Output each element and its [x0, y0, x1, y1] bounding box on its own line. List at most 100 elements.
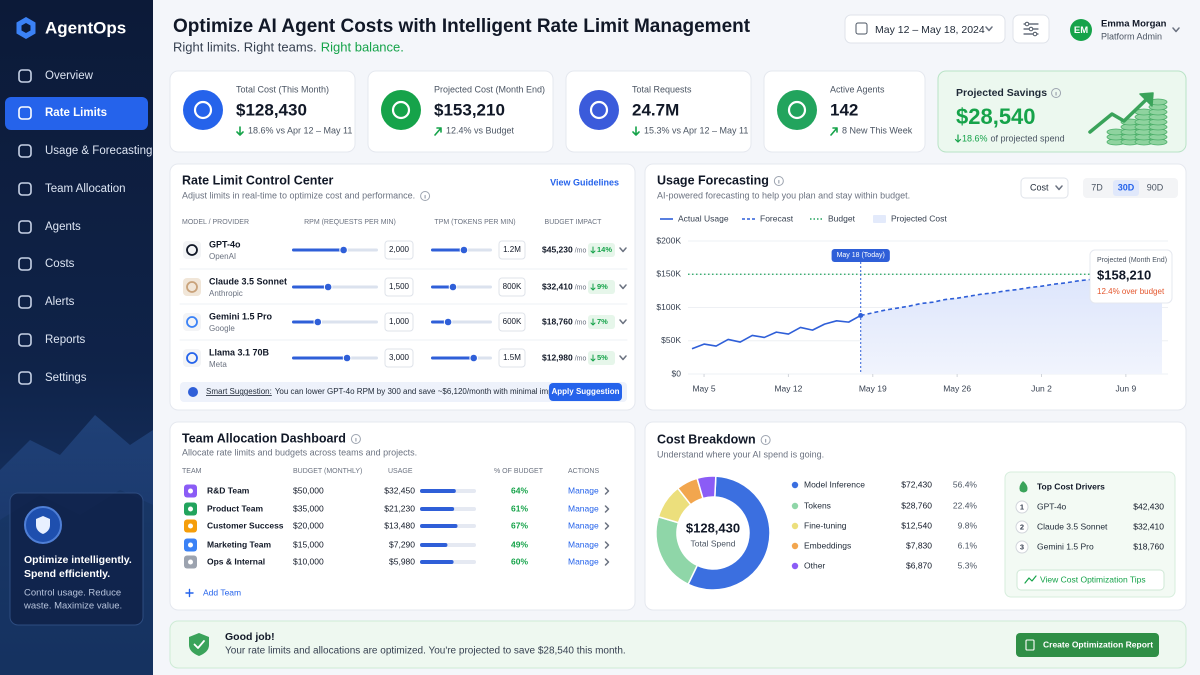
nav-item[interactable]: Alerts — [45, 296, 75, 308]
input-box[interactable] — [498, 312, 526, 332]
kpi-icon — [787, 100, 807, 120]
nav-icon — [18, 295, 32, 309]
nav-active — [5, 97, 148, 130]
input-box[interactable] — [384, 240, 414, 260]
icon — [1028, 26, 1034, 32]
team-icon — [188, 488, 193, 494]
chevron — [619, 355, 627, 361]
panel-subtitle: Adjust limits in real-time to optimize c… — [182, 190, 415, 200]
chevron — [619, 247, 627, 253]
team-name: R&D Team — [207, 485, 250, 495]
range-active — [1113, 180, 1139, 196]
legend-swatch — [873, 215, 886, 223]
manage-link[interactable]: Manage — [568, 503, 599, 513]
manage-link[interactable]: Manage — [568, 539, 599, 549]
legend-label: Budget — [828, 213, 856, 223]
input-box[interactable] — [384, 277, 414, 297]
banner-title: Good job! — [225, 631, 275, 643]
range-option[interactable]: 7D — [1091, 182, 1103, 192]
input-box[interactable] — [498, 348, 526, 368]
metric-label: Cost — [1030, 182, 1049, 192]
page-subtitle: Right limits. Right teams. — [173, 39, 317, 54]
impact-badge — [588, 243, 615, 257]
link[interactable]: View Guidelines — [550, 177, 619, 187]
trend-arrow — [830, 127, 838, 136]
nav-item[interactable]: Usage & Forecasting — [45, 145, 152, 157]
panel-title: Cost Breakdown — [657, 432, 756, 446]
legend-label: Actual Usage — [678, 213, 729, 223]
rpm-value: 1,500 — [389, 282, 410, 291]
nav-item[interactable]: Agents — [45, 221, 81, 233]
range-option[interactable]: 90D — [1147, 182, 1164, 192]
date-picker[interactable] — [844, 14, 1006, 44]
callout-value: $158,210 — [1097, 267, 1151, 282]
budget-impact: $45,230 — [542, 244, 573, 254]
input-box[interactable] — [498, 277, 526, 297]
chevron — [604, 487, 610, 495]
nav-item[interactable]: Rate Limits — [45, 107, 107, 119]
rpm-value: 1,000 — [389, 317, 410, 326]
nav-item[interactable]: Reports — [45, 334, 86, 346]
y-tick-label: $150K — [656, 269, 681, 279]
manage-link[interactable]: Manage — [568, 520, 599, 530]
icon — [1024, 21, 1030, 27]
impact-value: 14% — [597, 245, 612, 254]
team-pct: 64% — [511, 485, 528, 495]
rank-badge — [1015, 500, 1029, 514]
slider-fill — [431, 285, 453, 289]
drivers-icon — [1019, 481, 1028, 493]
legend-dot — [791, 562, 799, 570]
x-tick-label: May 26 — [943, 383, 971, 393]
model-name: Claude 3.5 Sonnet — [209, 276, 287, 286]
report-button[interactable] — [1016, 633, 1159, 657]
icon — [590, 246, 596, 254]
drivers-title: Top Cost Drivers — [1037, 481, 1105, 491]
chevron — [985, 26, 993, 32]
trend-arrow — [434, 127, 442, 136]
slider-knob — [459, 245, 469, 255]
chevron — [1055, 185, 1063, 191]
suggestion-bar — [180, 382, 627, 402]
budget-unit: /mo — [575, 319, 587, 326]
input-box[interactable] — [384, 348, 414, 368]
manage-link[interactable]: Manage — [568, 485, 599, 495]
donut-slice — [696, 475, 717, 500]
rank-badge — [1015, 540, 1029, 554]
callout — [1089, 249, 1173, 304]
kpi-change: 18.6% vs Apr 12 – May 11 — [248, 125, 352, 135]
avatar — [1070, 19, 1092, 41]
add-team[interactable]: Add Team — [203, 587, 241, 597]
model-name: Gemini 1.5 Pro — [209, 311, 273, 321]
input-box[interactable] — [498, 240, 526, 260]
nav-icon — [18, 182, 32, 196]
tips-icon — [1024, 575, 1037, 584]
legend-dot — [791, 542, 799, 550]
slider-fill — [431, 320, 449, 324]
nav-icon — [18, 333, 32, 347]
rank: 3 — [1020, 542, 1024, 551]
rpm-value: 2,000 — [389, 245, 410, 254]
metric-dropdown[interactable] — [1020, 177, 1069, 199]
apply-button[interactable] — [549, 383, 622, 401]
tips-button[interactable] — [1016, 569, 1165, 591]
input-box[interactable] — [384, 312, 414, 332]
driver-amount: $32,410 — [1133, 521, 1164, 531]
model-logo — [183, 349, 201, 367]
impact-badge — [588, 315, 615, 329]
driver-amount: $42,430 — [1133, 501, 1164, 511]
team-budget: $20,000 — [293, 520, 324, 530]
report-icon — [1025, 639, 1035, 651]
range-option[interactable]: 30D — [1118, 182, 1135, 192]
model-logo — [183, 313, 201, 331]
nav-item[interactable]: Costs — [45, 258, 75, 270]
team-budget: $50,000 — [293, 485, 324, 495]
tips-label: View Cost Optimization Tips — [1040, 574, 1146, 584]
savings-label: Projected Savings — [956, 87, 1047, 99]
nav-item[interactable]: Team Allocation — [45, 183, 126, 195]
column-header: BUDGET IMPACT — [545, 219, 603, 226]
manage-link[interactable]: Manage — [568, 556, 599, 566]
nav-item[interactable]: Settings — [45, 372, 87, 384]
tpm-value: 1.2M — [503, 245, 521, 254]
nav-item[interactable]: Overview — [45, 70, 94, 82]
legend-pct: 22.4% — [953, 500, 978, 510]
